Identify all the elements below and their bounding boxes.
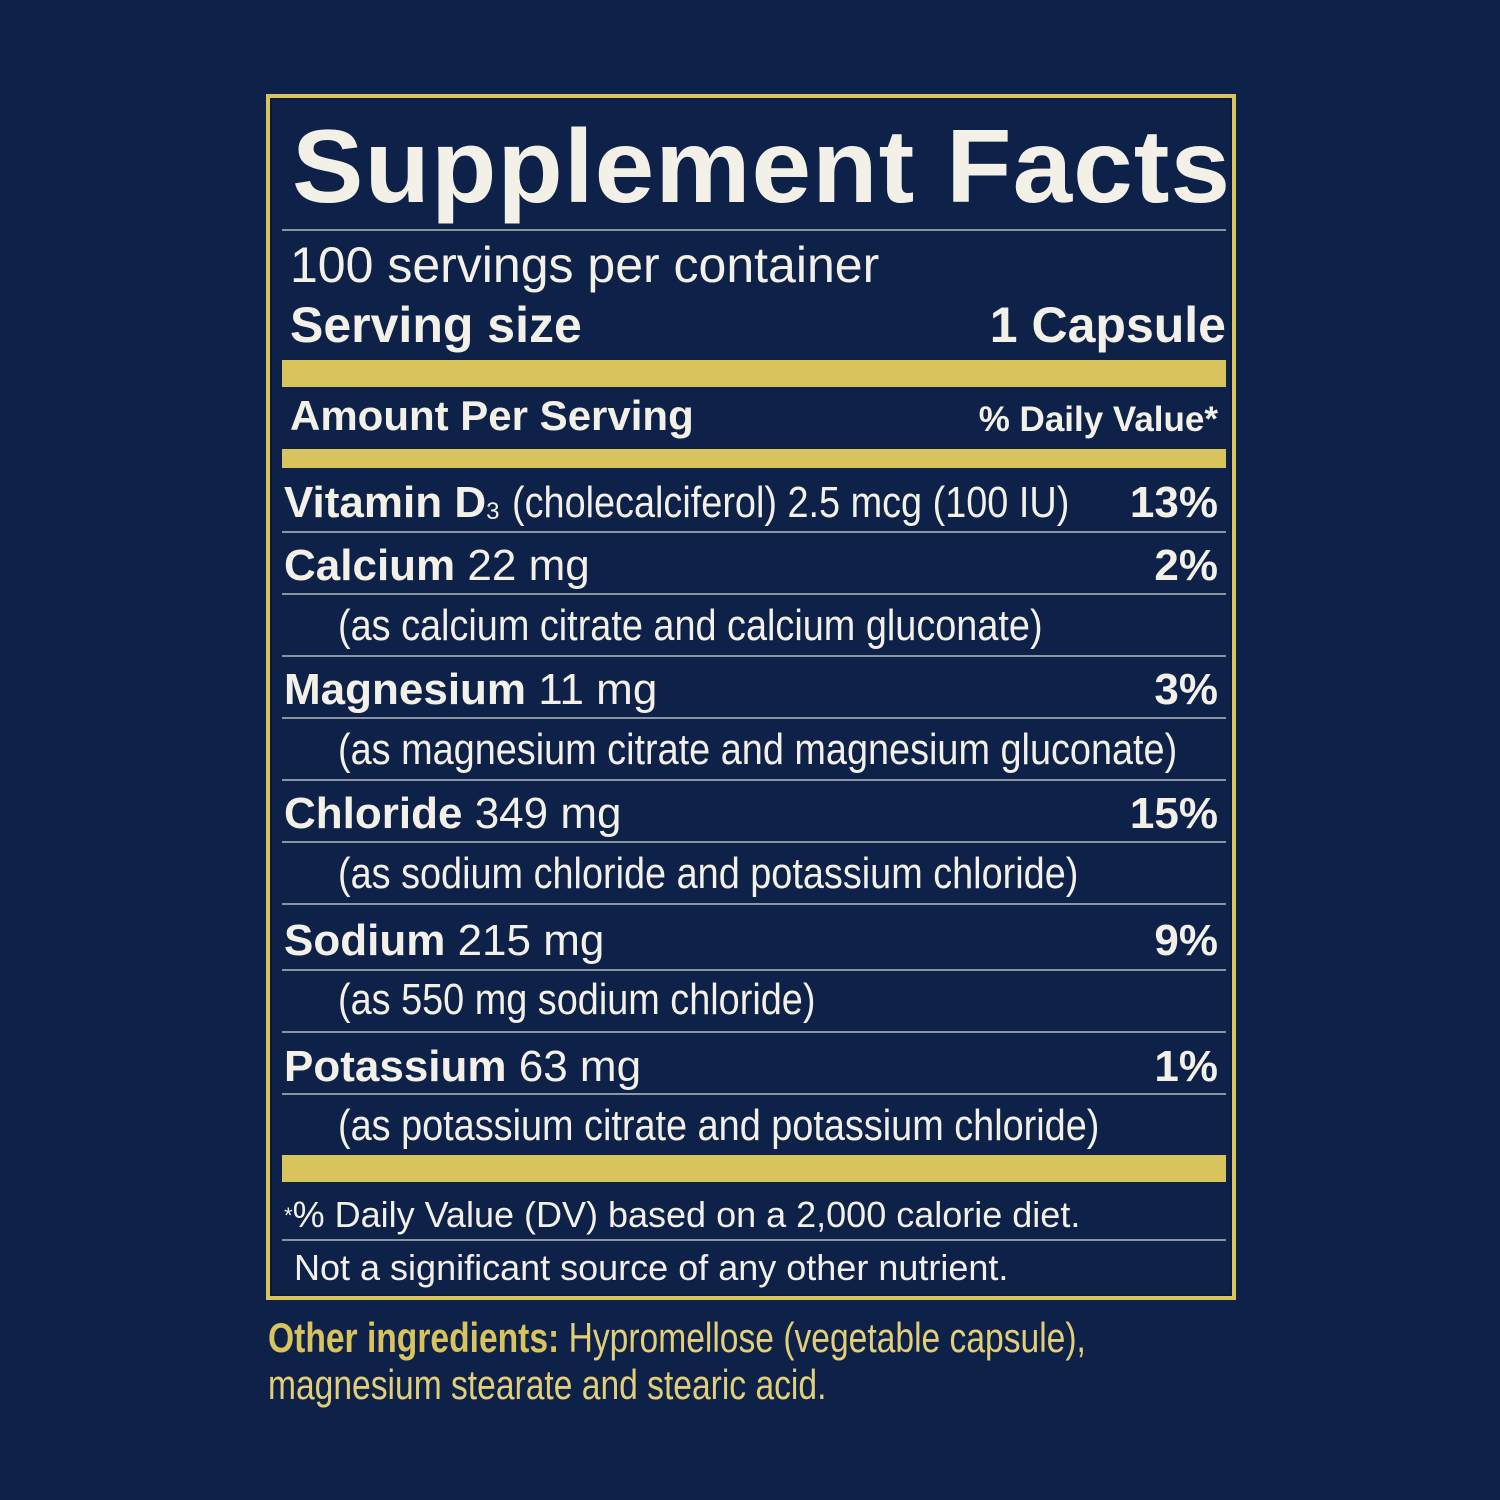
nutrient-row-chloride: Chloride 349 mg 15%: [282, 781, 1226, 843]
other-ingredients-label: Other ingredients:: [268, 1314, 560, 1361]
nutrient-source-row: (as 550 mg sodium chloride): [282, 969, 1226, 1031]
divider: [282, 655, 1226, 657]
panel-title: Supplement Facts: [292, 109, 1232, 225]
nutrient-amount: 349 mg: [474, 789, 622, 838]
nutrient-source-row: (as calcium citrate and calcium gluconat…: [282, 595, 1226, 657]
nutrient-row-potassium: Potassium 63 mg 1%: [282, 1034, 1226, 1096]
divider: [282, 969, 1226, 971]
divider: [282, 229, 1226, 231]
nutrient-source-row: (as sodium chloride and potassium chlori…: [282, 843, 1226, 905]
nutrient-row-calcium: Calcium 22 mg 2%: [282, 533, 1226, 595]
nutrient-amount: 215 mg: [457, 916, 605, 965]
nutrient-dv: 1%: [1154, 1042, 1218, 1091]
nutrient-name: Calcium: [284, 541, 456, 590]
nutrient-name: Vitamin D: [284, 478, 487, 527]
divider: [282, 1239, 1226, 1241]
nutrient-name: Chloride: [284, 789, 463, 838]
nutrient-source-row: (as potassium citrate and potassium chlo…: [282, 1095, 1226, 1157]
daily-value-header: % Daily Value*: [978, 400, 1218, 439]
nutrient-name: Magnesium: [284, 665, 527, 714]
amount-per-serving-header: Amount Per Serving: [290, 392, 694, 439]
serving-size-label: Serving size: [290, 297, 582, 353]
divider: [282, 531, 1226, 533]
divider: [282, 1093, 1226, 1095]
nutrient-source: (as 550 mg sodium chloride): [338, 975, 816, 1024]
nutrient-dv: 9%: [1154, 916, 1218, 965]
divider: [282, 841, 1226, 843]
nutrient-source: (as magnesium citrate and magnesium gluc…: [338, 725, 1178, 774]
divider: [282, 1031, 1226, 1033]
supplement-facts-panel: [266, 94, 1236, 1300]
gold-bar: [282, 449, 1226, 468]
daily-value-footnote: *% Daily Value (DV) based on a 2,000 cal…: [284, 1194, 1080, 1236]
serving-size-value: 1 Capsule: [989, 297, 1226, 353]
nutrient-amount: 11 mg: [538, 665, 658, 714]
nutrient-dv: 3%: [1154, 665, 1218, 714]
nutrient-dv: 2%: [1154, 541, 1218, 590]
other-ingredients: Other ingredients: Hypromellose (vegetab…: [268, 1314, 1196, 1408]
gold-bar: [282, 1155, 1226, 1182]
not-significant-note: Not a significant source of any other nu…: [294, 1247, 1009, 1288]
nutrient-source: (as sodium chloride and potassium chlori…: [338, 849, 1079, 898]
footnote-text: % Daily Value (DV) based on a 2,000 calo…: [292, 1194, 1081, 1235]
nutrient-row-vitamin-d: Vitamin D3 (cholecalciferol) 2.5 mcg (10…: [282, 470, 1226, 532]
divider: [282, 593, 1226, 595]
other-ingredients-text: Hypromellose (vegetable capsule), magnes…: [268, 1314, 1086, 1408]
nutrient-name: Sodium: [284, 916, 446, 965]
nutrient-source: (as calcium citrate and calcium gluconat…: [338, 601, 1043, 650]
nutrient-row-sodium: Sodium 215 mg 9%: [282, 908, 1226, 970]
nutrient-row-magnesium: Magnesium 11 mg 3%: [282, 657, 1226, 719]
divider: [282, 903, 1226, 905]
nutrient-dv: 15%: [1129, 789, 1218, 838]
footnote-asterisk: *: [284, 1203, 293, 1228]
servings-per-container: 100 servings per container: [290, 237, 880, 293]
nutrient-amount: 22 mg: [467, 541, 590, 590]
nutrient-subscript: 3: [486, 498, 500, 525]
nutrient-source-row: (as magnesium citrate and magnesium gluc…: [282, 719, 1226, 781]
nutrient-name: Potassium: [284, 1042, 507, 1091]
nutrient-source: (as potassium citrate and potassium chlo…: [338, 1101, 1100, 1150]
nutrient-amount: 63 mg: [518, 1042, 642, 1091]
divider: [282, 779, 1226, 781]
nutrient-amount: (cholecalciferol) 2.5 mcg (100 IU): [511, 478, 1070, 527]
nutrient-dv: 13%: [1129, 478, 1218, 527]
gold-bar: [282, 360, 1226, 387]
divider: [282, 717, 1226, 719]
